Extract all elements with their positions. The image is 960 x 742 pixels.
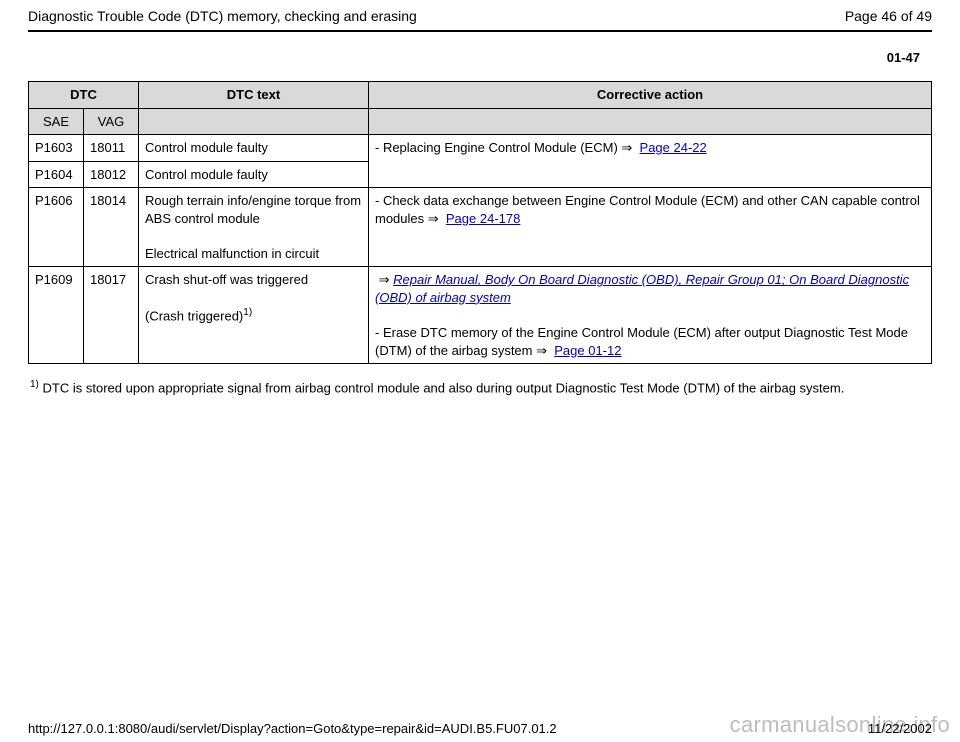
cell-vag: 18014 [84, 188, 139, 267]
table-row: P1606 18014 Rough terrain info/engine to… [29, 188, 932, 267]
section-number: 01-47 [28, 50, 920, 65]
col-header-dtc: DTC [29, 82, 139, 109]
cell-dtc-text: Crash shut-off was triggered (Crash trig… [139, 267, 369, 364]
arrow-icon: ⇒ [621, 140, 632, 155]
table-header-row-2: SAE VAG [29, 108, 932, 135]
cell-corrective-action: - Check data exchange between Engine Con… [369, 188, 932, 267]
page-link[interactable]: Page 24-22 [640, 140, 707, 155]
cell-dtc-text: Rough terrain info/engine torque from AB… [139, 188, 369, 267]
footnote-text: DTC is stored upon appropriate signal fr… [39, 380, 844, 395]
cell-sae: P1609 [29, 267, 84, 364]
dtc-text-line: Rough terrain info/engine torque from AB… [145, 193, 361, 226]
dtc-text-line: Crash shut-off was triggered [145, 272, 308, 287]
col-subheader-sae: SAE [29, 108, 84, 135]
col-header-dtc-text: DTC text [139, 82, 369, 109]
footer-url: http://127.0.0.1:8080/audi/servlet/Displ… [28, 721, 557, 736]
col-header-corrective-action: Corrective action [369, 82, 932, 109]
page-title: Diagnostic Trouble Code (DTC) memory, ch… [28, 8, 417, 24]
col-subheader-blank-1 [139, 108, 369, 135]
footnote-marker: 1) [243, 307, 252, 318]
footnote: 1) DTC is stored upon appropriate signal… [28, 378, 932, 397]
cell-corrective-action: ⇒ Repair Manual, Body On Board Diagnosti… [369, 267, 932, 364]
cell-sae: P1604 [29, 161, 84, 188]
page-footer: http://127.0.0.1:8080/audi/servlet/Displ… [28, 721, 932, 736]
arrow-icon: ⇒ [536, 343, 547, 358]
cell-sae: P1603 [29, 135, 84, 162]
page-number-label: Page 46 of 49 [845, 8, 932, 24]
cell-vag: 18012 [84, 161, 139, 188]
cell-dtc-text: Control module faulty [139, 135, 369, 162]
col-subheader-blank-2 [369, 108, 932, 135]
footnote-marker: 1) [30, 379, 39, 390]
cell-vag: 18017 [84, 267, 139, 364]
arrow-icon: ⇒ [428, 211, 439, 226]
arrow-icon: ⇒ [379, 272, 390, 287]
table-row: P1609 18017 Crash shut-off was triggered… [29, 267, 932, 364]
page-header: Diagnostic Trouble Code (DTC) memory, ch… [28, 8, 932, 30]
dtc-text-line: (Crash triggered) [145, 309, 243, 324]
cell-vag: 18011 [84, 135, 139, 162]
cell-dtc-text: Control module faulty [139, 161, 369, 188]
cell-corrective-action: - Replacing Engine Control Module (ECM) … [369, 135, 932, 188]
cell-sae: P1606 [29, 188, 84, 267]
header-divider [28, 30, 932, 32]
dtc-text-line: Electrical malfunction in circuit [145, 246, 319, 261]
page-link[interactable]: Page 24-178 [446, 211, 520, 226]
action-text: - Erase DTC memory of the Engine Control… [375, 325, 908, 358]
manual-link[interactable]: Repair Manual, Body On Board Diagnostic … [375, 272, 909, 305]
page-link[interactable]: Page 01-12 [554, 343, 621, 358]
action-text: - Replacing Engine Control Module (ECM) [375, 140, 621, 155]
footer-date: 11/22/2002 [868, 721, 932, 736]
table-header-row-1: DTC DTC text Corrective action [29, 82, 932, 109]
table-row: P1603 18011 Control module faulty - Repl… [29, 135, 932, 162]
col-subheader-vag: VAG [84, 108, 139, 135]
dtc-table: DTC DTC text Corrective action SAE VAG P… [28, 81, 932, 364]
